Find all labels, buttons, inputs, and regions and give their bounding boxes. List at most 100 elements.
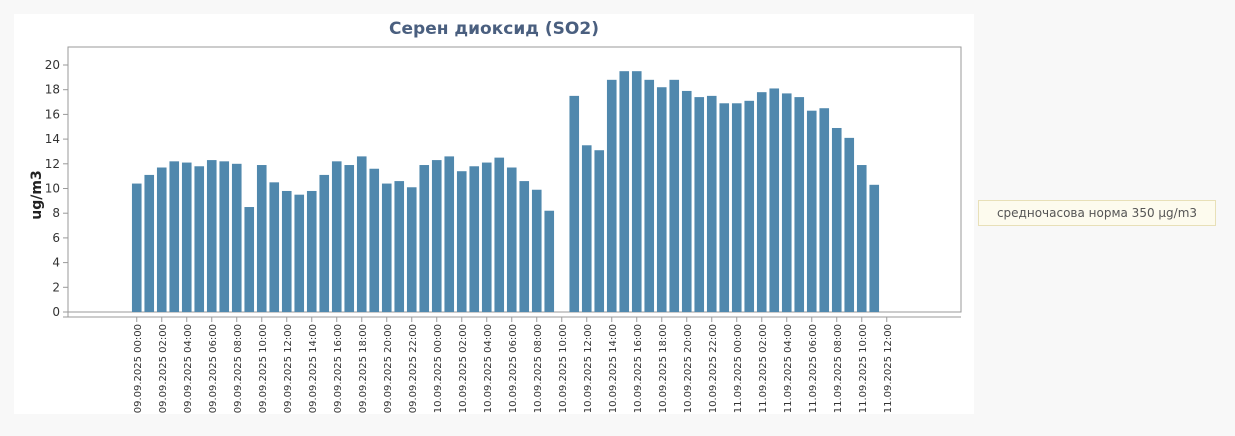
y-axis-label: ug/m3 — [29, 170, 45, 219]
x-tick-label: 10.09.2025 22:00 — [708, 324, 719, 413]
bar — [656, 87, 667, 312]
bar — [269, 182, 280, 312]
bar — [419, 165, 430, 312]
x-tick-label: 11.09.2025 10:00 — [858, 324, 869, 413]
bars-group — [131, 71, 880, 313]
x-tick-label: 09.09.2025 10:00 — [258, 324, 269, 413]
x-tick-label: 11.09.2025 08:00 — [833, 324, 844, 413]
x-tick-label: 10.09.2025 08:00 — [533, 324, 544, 413]
x-tick-label: 10.09.2025 18:00 — [658, 324, 669, 413]
y-tick-label: 0 — [52, 305, 60, 319]
y-tick-label: 12 — [45, 157, 60, 171]
x-tick-label: 09.09.2025 08:00 — [233, 324, 244, 413]
x-tick-label: 09.09.2025 20:00 — [383, 324, 394, 413]
x-tick-label: 09.09.2025 16:00 — [333, 324, 344, 413]
bar — [369, 168, 380, 312]
y-tick-label: 16 — [45, 107, 60, 121]
x-tick-label: 09.09.2025 02:00 — [158, 324, 169, 413]
bar — [169, 161, 180, 312]
hourly-norm-note: средночасова норма 350 µg/m3 — [978, 200, 1216, 226]
bar — [744, 100, 755, 312]
bar — [506, 167, 517, 312]
bar — [719, 103, 730, 312]
bar — [581, 145, 592, 312]
x-tick-label: 10.09.2025 14:00 — [608, 324, 619, 413]
bar — [869, 184, 880, 312]
bar — [619, 71, 630, 313]
x-tick-label: 10.09.2025 04:00 — [483, 324, 494, 413]
x-tick-label: 10.09.2025 10:00 — [558, 324, 569, 413]
bar — [244, 207, 255, 312]
bar — [319, 174, 330, 312]
bar — [281, 190, 292, 312]
x-axis-ticks: 09.09.2025 00:00 09.09.2025 02:00 09.09.20… — [133, 317, 894, 413]
bar — [644, 79, 655, 312]
x-tick-label: 10.09.2025 02:00 — [458, 324, 469, 413]
bar — [206, 160, 217, 312]
bar — [794, 97, 805, 312]
y-tick-label: 20 — [45, 58, 60, 72]
bar — [606, 79, 617, 312]
chart-title: Серен диоксид (SO2) — [389, 19, 599, 39]
bar — [769, 88, 780, 313]
x-tick-label: 10.09.2025 20:00 — [683, 324, 694, 413]
bar — [456, 171, 467, 312]
bar — [256, 165, 267, 312]
bar — [481, 162, 492, 312]
y-tick-label: 8 — [52, 206, 60, 220]
bar — [681, 90, 692, 312]
y-tick-label: 6 — [52, 231, 60, 245]
bar — [756, 92, 767, 312]
bar — [181, 162, 192, 312]
bar — [131, 183, 142, 312]
bar — [431, 160, 442, 312]
bar — [344, 165, 355, 312]
bar — [806, 110, 817, 312]
bar — [519, 181, 530, 312]
bar — [231, 163, 242, 312]
x-tick-label: 11.09.2025 12:00 — [883, 324, 894, 413]
bar — [781, 93, 792, 312]
bar — [444, 156, 455, 312]
x-tick-label: 09.09.2025 06:00 — [208, 324, 219, 413]
bar — [731, 103, 742, 312]
bar — [219, 161, 230, 312]
bar — [694, 97, 705, 312]
x-tick-label: 09.09.2025 04:00 — [183, 324, 194, 413]
bar — [669, 79, 680, 312]
bar — [631, 71, 642, 313]
x-tick-label: 09.09.2025 22:00 — [408, 324, 419, 413]
bar — [294, 194, 305, 313]
bar — [331, 161, 342, 312]
bar — [144, 174, 155, 312]
x-tick-label: 10.09.2025 00:00 — [433, 324, 444, 413]
x-tick-label: 11.09.2025 00:00 — [733, 324, 744, 413]
bar — [594, 150, 605, 312]
y-tick-label: 2 — [52, 280, 60, 294]
bar — [306, 190, 317, 312]
x-tick-label: 09.09.2025 00:00 — [133, 324, 144, 413]
bar — [844, 137, 855, 312]
x-tick-label: 09.09.2025 18:00 — [358, 324, 369, 413]
bar — [706, 95, 717, 313]
x-tick-label: 11.09.2025 06:00 — [808, 324, 819, 413]
bar — [156, 167, 167, 312]
bar — [819, 108, 830, 312]
x-tick-label: 10.09.2025 12:00 — [583, 324, 594, 413]
bar — [494, 157, 505, 313]
x-tick-label: 10.09.2025 06:00 — [508, 324, 519, 413]
bar — [194, 166, 205, 312]
bar — [544, 210, 555, 312]
x-tick-label: 10.09.2025 16:00 — [633, 324, 644, 413]
so2-bar-chart: Серен диоксид (SO2) ug/m3 0 2 4 6 8 10 12 14 16 1… — [29, 19, 962, 413]
bar — [381, 183, 392, 312]
x-tick-label: 09.09.2025 14:00 — [308, 324, 319, 413]
bar — [406, 187, 417, 312]
bar — [394, 181, 405, 312]
chart-panel: Серен диоксид (SO2) ug/m3 0 2 4 6 8 10 12 14 16 1… — [14, 14, 974, 414]
bar — [569, 95, 580, 313]
bar — [831, 127, 842, 313]
y-tick-label: 14 — [45, 132, 60, 146]
x-tick-label: 09.09.2025 12:00 — [283, 324, 294, 413]
bar — [469, 166, 480, 312]
